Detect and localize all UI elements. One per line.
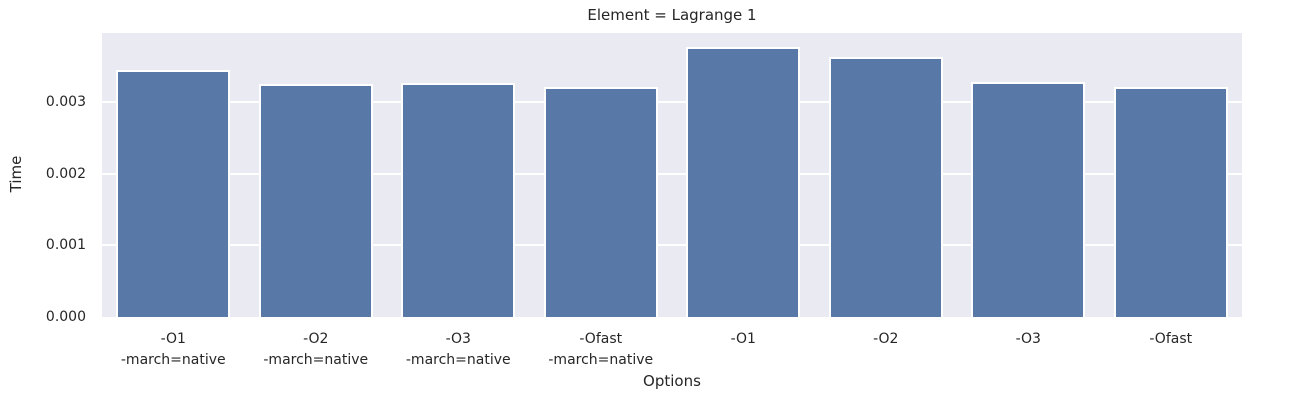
x-tick-label-line: -O1 (730, 331, 756, 347)
x-tick-label: -O2 (873, 329, 898, 350)
x-tick-label: -Ofast -march=native (548, 329, 653, 371)
chart-title: Element = Lagrange 1 (587, 6, 757, 24)
x-tick-label-line: -Ofast (1149, 331, 1193, 347)
x-tick-label-line: -O2 (303, 331, 329, 347)
x-tick-label-line: -O3 (1015, 331, 1041, 347)
x-tick-label: -O3 (1016, 329, 1041, 350)
x-tick-label-line: -march=native (263, 352, 369, 368)
y-tick-labels: 0.000 0.001 0.002 0.003 (0, 33, 94, 325)
x-tick-labels: -O1 -march=native -O2 -march=native -O3 -marc… (102, 329, 1242, 373)
gridline (102, 244, 1242, 247)
x-tick-label: -O1 (731, 329, 756, 350)
x-tick-label: -O3 -march=native (406, 329, 511, 371)
x-tick-label: -Ofast (1149, 329, 1192, 350)
bar (543, 87, 658, 317)
y-tick-label: 0.001 (45, 237, 86, 254)
plot-area (102, 33, 1242, 317)
bar (116, 70, 231, 317)
x-tick-label-line: -O1 (160, 331, 186, 347)
y-tick-label: 0.002 (45, 165, 86, 182)
x-tick-label-line: -O2 (873, 331, 899, 347)
x-tick-label: -O1 -march=native (121, 329, 226, 371)
x-axis-label: Options (643, 372, 701, 390)
y-tick-label: 0.000 (45, 309, 86, 325)
x-tick-label-line: -march=native (405, 352, 511, 368)
bar (828, 57, 943, 317)
bar (401, 83, 516, 317)
gridline (102, 101, 1242, 104)
y-tick-label: 0.003 (45, 94, 86, 111)
x-tick-label-line: -march=native (120, 352, 226, 368)
gridline (102, 172, 1242, 175)
x-tick-label-line: -march=native (548, 352, 654, 368)
bar (686, 46, 801, 317)
bar (971, 82, 1086, 317)
x-tick-label-line: -O3 (445, 331, 471, 347)
x-tick-label-line: -Ofast (579, 331, 623, 347)
x-tick-label: -O2 -march=native (263, 329, 368, 371)
bar (1113, 87, 1228, 317)
bar (258, 83, 373, 317)
